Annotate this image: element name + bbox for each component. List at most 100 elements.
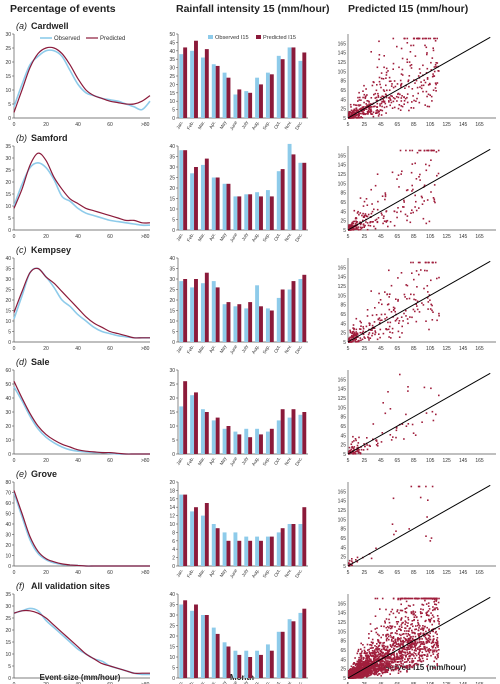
scatter-point [380, 669, 383, 672]
scatter-point [372, 664, 375, 667]
scatter-point [385, 648, 388, 650]
dist-x-tick-label: 60 [107, 346, 113, 352]
predicted-bar [259, 306, 263, 342]
observed-bar [211, 64, 216, 118]
scatter-point [400, 47, 403, 50]
scatter-point [351, 110, 354, 113]
scatter-point [427, 637, 430, 639]
scatter-point [391, 627, 393, 629]
scatter-point [409, 664, 412, 667]
scatter-point [432, 419, 435, 422]
scatter-y-tick-label: 165 [338, 41, 347, 47]
scatter-point [406, 640, 409, 643]
scatter-x-tick-label: 125 [442, 570, 451, 576]
scatter-point [366, 664, 368, 666]
scatter-point [388, 325, 391, 328]
scatter-point [354, 223, 357, 225]
dist-y-tick-label: 10 [5, 88, 11, 94]
scatter-point [388, 96, 391, 99]
scatter-point [361, 672, 363, 675]
scatter-point [384, 192, 387, 194]
scatter-point [389, 648, 391, 651]
dist-x-tick-label: 40 [75, 234, 81, 240]
scatter-point [395, 436, 397, 439]
scatter-point [428, 648, 430, 650]
scatter-point [430, 649, 432, 651]
scatter-point [422, 604, 425, 606]
scatter-point [423, 627, 425, 630]
scatter-point [363, 649, 366, 652]
scatter-point [368, 111, 370, 113]
one-to-one-line [347, 372, 491, 455]
scatter-point [360, 227, 363, 230]
predicted-bar [291, 409, 296, 454]
scatter-y-tick-label: 145 [338, 499, 347, 505]
month-tick-label: June [229, 344, 239, 356]
predicted-bar [215, 528, 220, 566]
scatter-point [411, 423, 414, 426]
scatter-point [367, 654, 370, 657]
scatter-point [356, 668, 359, 671]
bar-y-tick-label: 40 [169, 592, 175, 598]
scatter-point [409, 636, 412, 638]
scatter-point [360, 222, 362, 225]
scatter-point [416, 286, 418, 288]
scatter-point [389, 408, 392, 410]
scatter-point [422, 84, 425, 87]
scatter-point [431, 304, 433, 307]
scatter-point [379, 608, 381, 610]
scatter-point [390, 337, 392, 339]
scatter-point [391, 661, 394, 664]
scatter-point [348, 674, 351, 677]
scatter-y-tick-label: 45 [340, 321, 346, 327]
scatter-point [359, 226, 362, 229]
predicted-bar [237, 196, 242, 230]
scatter-point [382, 634, 384, 636]
scatter-point [436, 319, 438, 322]
scatter-point [414, 310, 416, 313]
observed-bar [287, 47, 292, 118]
scatter-point [357, 450, 360, 453]
scatter-point [392, 640, 395, 643]
scatter-point [418, 149, 420, 152]
bar-y-tick-label: 20 [169, 82, 175, 88]
scatter-point [437, 618, 440, 620]
scatter-point [376, 66, 379, 69]
scatter-point [435, 62, 437, 64]
scatter-point [424, 649, 427, 651]
scatter-point [406, 61, 409, 63]
scatter-point [362, 90, 364, 92]
scatter-point [365, 198, 368, 200]
scatter-point [427, 499, 429, 501]
observed-bar [233, 306, 238, 342]
observed-bar [222, 183, 227, 230]
scatter-x-tick-label: 105 [426, 122, 435, 128]
scatter-point [418, 273, 420, 276]
scatter-point [418, 68, 421, 70]
scatter-point [359, 212, 362, 214]
scatter-point [349, 224, 352, 226]
scatter-point [385, 649, 387, 652]
scatter-point [390, 101, 393, 104]
scatter-point [431, 309, 433, 312]
scatter-point [375, 646, 378, 648]
predicted-bar [215, 65, 220, 118]
scatter-point [350, 448, 352, 451]
month-tick-label: June [229, 680, 239, 684]
scatter-point [376, 664, 378, 667]
scatter-point [379, 299, 382, 301]
scatter-point [380, 114, 383, 116]
scatter-point [370, 641, 373, 643]
scatter-point [400, 618, 403, 620]
scatter-point [360, 665, 363, 667]
scatter-point [376, 674, 379, 676]
scatter-x-tick-label: 85 [411, 458, 417, 464]
scatter-point [409, 647, 412, 649]
dist-y-tick-label: 10 [5, 554, 11, 560]
legend-predicted-i15-label: Predicted I15 [263, 35, 296, 41]
scatter-point [399, 109, 402, 111]
scatter-point [428, 294, 431, 296]
scatter-point [355, 328, 358, 331]
scatter-point [389, 434, 392, 436]
scatter-point [368, 655, 370, 658]
